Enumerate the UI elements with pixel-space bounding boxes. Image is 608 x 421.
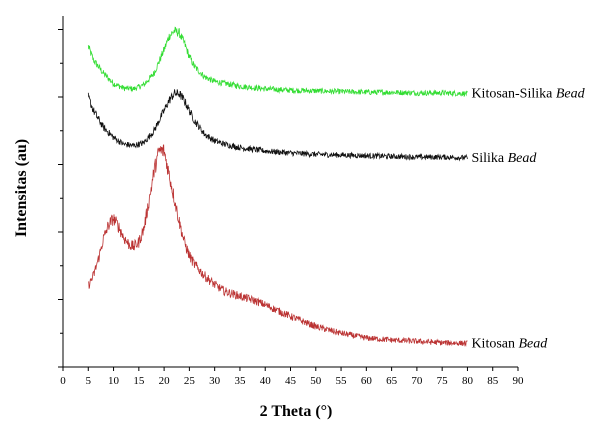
- x-tick-label: 50: [310, 375, 322, 387]
- x-tick-label: 80: [462, 375, 474, 387]
- x-tick-label: 90: [513, 375, 525, 387]
- series-labels: Kitosan-Silika Bead Silika Bead Kitosan Be…: [471, 87, 585, 352]
- x-tick-label: 20: [159, 375, 171, 387]
- x-tick-label: 15: [133, 375, 145, 387]
- series-line-kitosan-silika-bead: [87, 26, 468, 97]
- x-tick-label: 40: [260, 375, 272, 387]
- x-tick-label: 55: [336, 375, 348, 387]
- x-tick-label: 0: [60, 375, 66, 387]
- x-tick-label: 10: [108, 375, 120, 387]
- x-tick-label: 35: [234, 375, 246, 387]
- series-label-kitosan-silika-bead: Kitosan-Silika Bead: [471, 87, 585, 102]
- x-tick-label: 75: [437, 375, 449, 387]
- series-label-silika-bead: Silika Bead: [471, 151, 537, 166]
- series-lines: [87, 26, 468, 347]
- x-axis-title: 2 Theta (°): [260, 403, 333, 420]
- y-axis-title: Intensitas (au): [13, 139, 30, 237]
- x-tick-label: 60: [361, 375, 373, 387]
- x-tick-label: 30: [209, 375, 221, 387]
- series-line-kitosan-bead: [88, 144, 468, 347]
- series-label-kitosan-bead: Kitosan Bead: [471, 336, 548, 351]
- x-tick-label: 70: [411, 375, 423, 387]
- x-tick-label: 85: [487, 375, 499, 387]
- x-tick-label: 45: [285, 375, 297, 387]
- y-ticks: [58, 29, 63, 368]
- x-tick-label: 65: [386, 375, 398, 387]
- x-ticks: 0 5 10 15 20 25 30 35 40 45 50 55 60 65 70 75 80 85 90: [60, 367, 524, 387]
- series-line-silika-bead: [87, 89, 468, 162]
- x-tick-label: 25: [184, 375, 196, 387]
- x-tick-label: 5: [86, 375, 92, 387]
